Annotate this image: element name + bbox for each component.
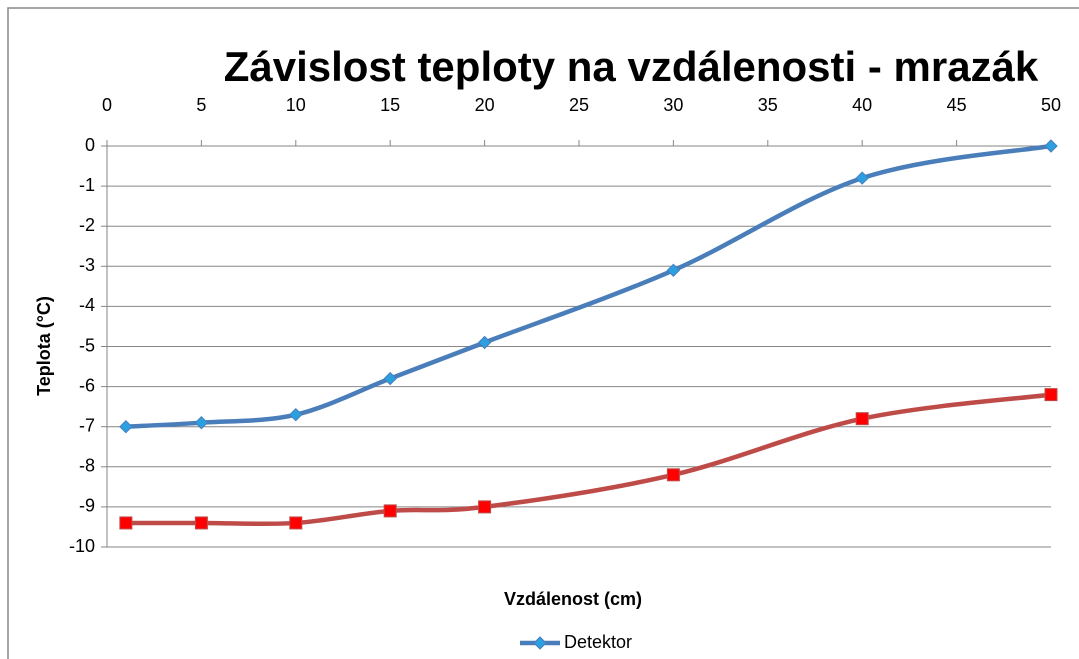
y-tick-label: -2: [79, 215, 95, 235]
x-tick-label: 50: [1041, 95, 1061, 115]
y-tick-label: -9: [79, 496, 95, 516]
x-tick-label: 35: [758, 95, 778, 115]
x-tick-label: 25: [569, 95, 589, 115]
marker: [1044, 139, 1058, 153]
legend-marker: [533, 636, 547, 650]
marker: [855, 412, 869, 426]
marker: [666, 468, 680, 482]
y-tick-label: -1: [79, 175, 95, 195]
x-tick-label: 20: [475, 95, 495, 115]
y-tick-label: -8: [79, 456, 95, 476]
marker: [666, 263, 681, 278]
marker: [119, 516, 133, 530]
marker: [194, 415, 209, 430]
marker: [477, 335, 492, 350]
y-tick-label: -3: [79, 255, 95, 275]
y-tick-label: -5: [79, 335, 95, 355]
x-tick-label: 0: [102, 95, 112, 115]
marker: [289, 516, 303, 530]
marker: [383, 504, 397, 518]
y-tick-label: -10: [69, 536, 95, 556]
x-tick-label: 10: [286, 95, 306, 115]
marker: [478, 500, 492, 514]
legend-label: Detektor: [564, 632, 632, 652]
y-tick-label: 0: [85, 135, 95, 155]
marker: [383, 371, 397, 386]
x-tick-label: 5: [196, 95, 206, 115]
y-tick-label: -6: [79, 375, 95, 395]
chart-title: Závislost teploty na vzdálenosti - mrazá…: [224, 43, 1039, 90]
x-axis-title: Vzdálenost (cm): [504, 589, 642, 609]
marker: [289, 407, 303, 422]
marker: [855, 171, 869, 185]
marker: [194, 516, 208, 530]
x-tick-label: 15: [380, 95, 400, 115]
y-tick-label: -4: [79, 295, 95, 315]
marker: [1044, 388, 1058, 402]
chart-border: [7, 7, 1079, 659]
y-axis-title: Teplota (°C): [34, 296, 54, 396]
y-tick-label: -7: [79, 415, 95, 435]
x-tick-label: 45: [947, 95, 967, 115]
x-tick-label: 40: [852, 95, 872, 115]
marker: [119, 419, 133, 434]
x-tick-label: 30: [663, 95, 683, 115]
